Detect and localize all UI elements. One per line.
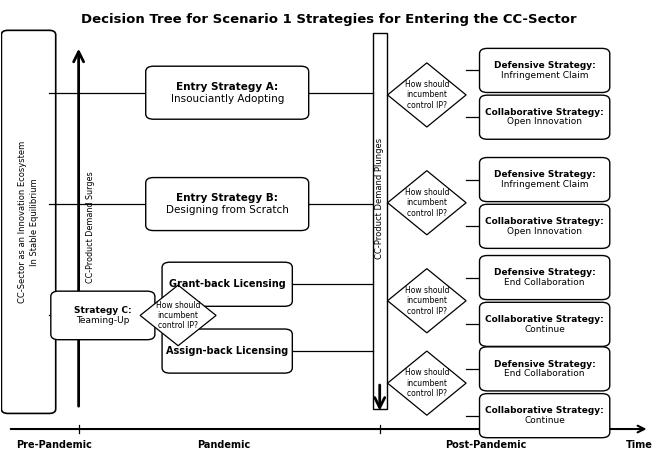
- FancyBboxPatch shape: [162, 262, 292, 306]
- Text: CC-Product Demand Surges: CC-Product Demand Surges: [86, 172, 95, 283]
- Text: Open Innovation: Open Innovation: [507, 117, 582, 126]
- Text: CC-Sector as an Innovation Ecosystem
In Stable Equilibrium: CC-Sector as an Innovation Ecosystem In …: [18, 141, 39, 303]
- Text: Teaming-Up: Teaming-Up: [76, 316, 130, 325]
- FancyBboxPatch shape: [480, 158, 610, 202]
- Text: Infringement Claim: Infringement Claim: [501, 71, 588, 80]
- Polygon shape: [388, 171, 466, 235]
- Text: How should
incumbent
control IP?: How should incumbent control IP?: [405, 188, 449, 217]
- Text: How should
incumbent
control IP?: How should incumbent control IP?: [156, 300, 201, 330]
- Polygon shape: [388, 351, 466, 415]
- FancyBboxPatch shape: [145, 66, 309, 119]
- FancyBboxPatch shape: [480, 48, 610, 92]
- Text: End Collaboration: End Collaboration: [505, 278, 585, 287]
- FancyBboxPatch shape: [145, 178, 309, 231]
- FancyBboxPatch shape: [51, 291, 155, 340]
- Text: Entry Strategy A:: Entry Strategy A:: [176, 82, 278, 92]
- Text: Continue: Continue: [524, 324, 565, 333]
- Text: Designing from Scratch: Designing from Scratch: [166, 205, 289, 215]
- Text: End Collaboration: End Collaboration: [505, 369, 585, 378]
- FancyBboxPatch shape: [480, 95, 610, 139]
- FancyBboxPatch shape: [480, 255, 610, 299]
- Text: Time: Time: [626, 440, 653, 450]
- Text: Defensive Strategy:: Defensive Strategy:: [494, 360, 595, 369]
- Text: Grant-back Licensing: Grant-back Licensing: [169, 279, 286, 289]
- Text: Infringement Claim: Infringement Claim: [501, 180, 588, 189]
- FancyBboxPatch shape: [480, 302, 610, 347]
- Text: Collaborative Strategy:: Collaborative Strategy:: [486, 406, 604, 415]
- FancyBboxPatch shape: [480, 347, 610, 391]
- Text: Collaborative Strategy:: Collaborative Strategy:: [486, 108, 604, 117]
- Polygon shape: [140, 285, 216, 346]
- Text: Defensive Strategy:: Defensive Strategy:: [494, 268, 595, 277]
- Text: Pandemic: Pandemic: [197, 440, 251, 450]
- FancyBboxPatch shape: [372, 33, 387, 409]
- FancyBboxPatch shape: [162, 329, 292, 373]
- Polygon shape: [388, 269, 466, 333]
- Text: Insouciantly Adopting: Insouciantly Adopting: [170, 94, 284, 104]
- Text: Collaborative Strategy:: Collaborative Strategy:: [486, 217, 604, 226]
- Text: How should
incumbent
control IP?: How should incumbent control IP?: [405, 368, 449, 398]
- Text: Decision Tree for Scenario 1 Strategies for Entering the CC-Sector: Decision Tree for Scenario 1 Strategies …: [81, 13, 576, 25]
- Text: Defensive Strategy:: Defensive Strategy:: [494, 170, 595, 179]
- Text: Defensive Strategy:: Defensive Strategy:: [494, 61, 595, 70]
- FancyBboxPatch shape: [1, 30, 56, 414]
- Text: Collaborative Strategy:: Collaborative Strategy:: [486, 315, 604, 324]
- Text: Assign-back Licensing: Assign-back Licensing: [166, 346, 288, 356]
- FancyBboxPatch shape: [480, 204, 610, 248]
- Text: Entry Strategy B:: Entry Strategy B:: [176, 193, 278, 203]
- Polygon shape: [388, 63, 466, 127]
- Text: How should
incumbent
control IP?: How should incumbent control IP?: [405, 80, 449, 110]
- Text: CC-Product Demand Plunges: CC-Product Demand Plunges: [375, 138, 384, 259]
- FancyBboxPatch shape: [480, 394, 610, 438]
- Text: Pre-Pandemic: Pre-Pandemic: [16, 440, 91, 450]
- Text: Open Innovation: Open Innovation: [507, 226, 582, 236]
- Text: How should
incumbent
control IP?: How should incumbent control IP?: [405, 286, 449, 316]
- Text: Continue: Continue: [524, 416, 565, 425]
- Text: Post-Pandemic: Post-Pandemic: [445, 440, 526, 450]
- Text: Strategy C:: Strategy C:: [74, 306, 132, 315]
